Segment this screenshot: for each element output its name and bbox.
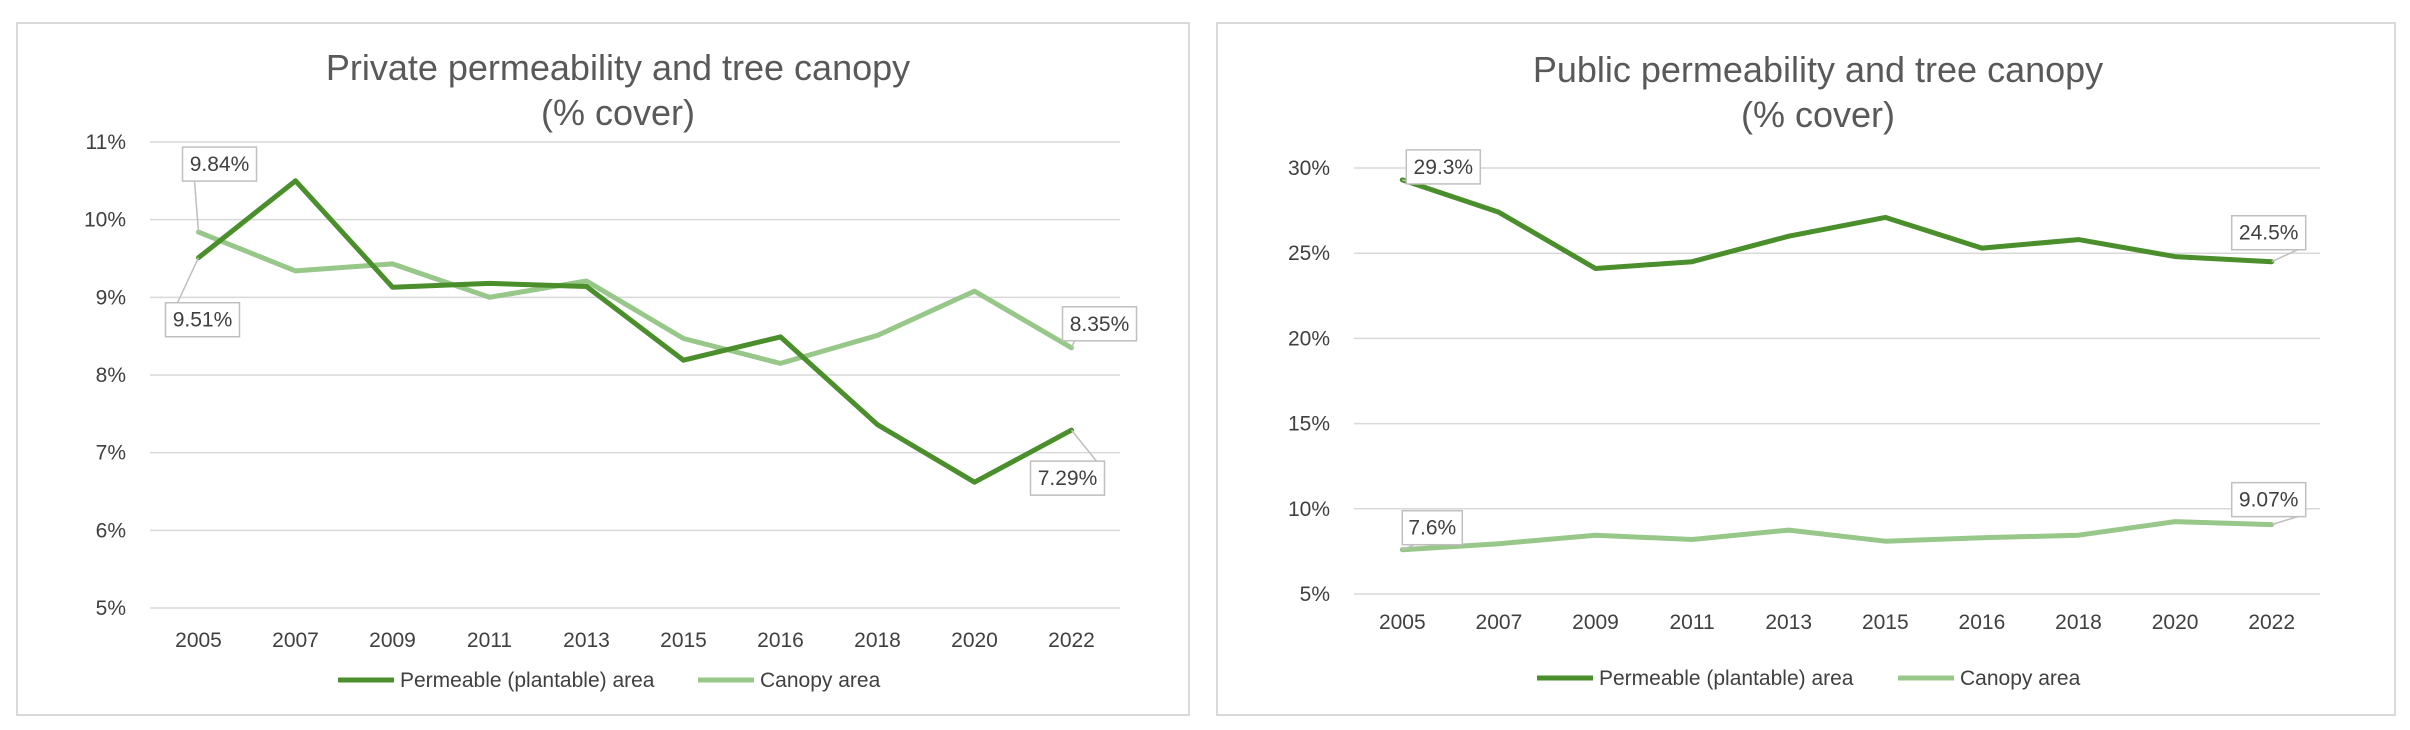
y-tick-label: 5% bbox=[96, 597, 126, 620]
legend-label-permeable: Permeable (plantable) area bbox=[400, 669, 655, 692]
data-label: 9.51% bbox=[173, 309, 233, 332]
x-tick-label: 2020 bbox=[951, 629, 998, 652]
permeable-series-line bbox=[1399, 177, 2275, 271]
y-tick-label: 8% bbox=[96, 364, 126, 387]
y-tick-label: 30% bbox=[1288, 157, 1330, 180]
data-callout: 29.3% bbox=[1402, 149, 1482, 185]
callout-leader bbox=[1070, 429, 1098, 462]
x-tick-label: 2005 bbox=[1379, 611, 1426, 634]
canopy-series-line bbox=[196, 229, 1074, 366]
chart-title: Private permeability and tree canopy bbox=[326, 47, 910, 88]
data-label: 9.84% bbox=[190, 153, 250, 176]
data-label: 8.35% bbox=[1070, 313, 1130, 336]
data-callout: 24.5% bbox=[2230, 214, 2307, 263]
data-callout: 9.51% bbox=[164, 257, 241, 338]
callout-box bbox=[164, 301, 241, 338]
x-tick-label: 2015 bbox=[660, 629, 707, 652]
x-tick-label: 2009 bbox=[1572, 611, 1619, 634]
data-label: 7.29% bbox=[1038, 467, 1098, 490]
chart-subtitle: (% cover) bbox=[1741, 94, 1895, 135]
y-tick-label: 11% bbox=[86, 131, 126, 154]
x-tick-label: 2016 bbox=[1959, 611, 2006, 634]
y-tick-label: 10% bbox=[1288, 498, 1330, 521]
y-tick-label: 20% bbox=[1288, 327, 1330, 350]
callout-box bbox=[181, 146, 258, 182]
x-tick-label: 2013 bbox=[1765, 611, 1812, 634]
canopy-series-line bbox=[1399, 519, 2275, 553]
callout-box bbox=[2230, 481, 2307, 518]
y-tick-label: 10% bbox=[84, 209, 126, 232]
data-callout: 7.29% bbox=[1029, 429, 1106, 496]
callout-box bbox=[2230, 214, 2307, 251]
y-tick-label: 6% bbox=[96, 519, 126, 542]
callout-box bbox=[1029, 460, 1106, 496]
data-label: 24.5% bbox=[2239, 222, 2299, 245]
legend-label-canopy: Canopy area bbox=[760, 669, 881, 692]
x-tick-label: 2013 bbox=[563, 629, 610, 652]
x-tick-label: 2005 bbox=[175, 629, 222, 652]
chart-subtitle: (% cover) bbox=[541, 92, 695, 133]
x-tick-label: 2015 bbox=[1862, 611, 1909, 634]
private-chart-panel: Private permeability and tree canopy (% c… bbox=[16, 22, 1190, 716]
legend-label-canopy: Canopy area bbox=[1960, 667, 2081, 690]
y-tick-label: 25% bbox=[1288, 242, 1330, 265]
callout-box bbox=[1405, 149, 1482, 185]
y-tick-label: 15% bbox=[1288, 413, 1330, 436]
data-callout: 8.35% bbox=[1061, 306, 1138, 349]
x-tick-label: 2007 bbox=[272, 629, 319, 652]
x-tick-label: 2020 bbox=[2152, 611, 2199, 634]
x-tick-label: 2011 bbox=[1670, 611, 1715, 634]
callout-leader bbox=[2271, 515, 2298, 526]
x-tick-label: 2018 bbox=[854, 629, 901, 652]
public-chart-panel: Public permeability and tree canopy (% co… bbox=[1216, 22, 2396, 716]
callout-leader bbox=[193, 181, 200, 233]
chart-title: Public permeability and tree canopy bbox=[1533, 49, 2103, 90]
x-tick-label: 2011 bbox=[467, 629, 512, 652]
callout-leader bbox=[2271, 249, 2299, 263]
data-label: 7.6% bbox=[1408, 517, 1456, 540]
data-callout: 7.6% bbox=[1401, 509, 1464, 551]
callout-box bbox=[1061, 306, 1138, 342]
callout-leader bbox=[1070, 340, 1076, 349]
x-tick-label: 2022 bbox=[2248, 611, 2295, 634]
x-tick-label: 2016 bbox=[757, 629, 804, 652]
callout-leader bbox=[176, 257, 200, 304]
x-tick-label: 2009 bbox=[369, 629, 416, 652]
x-tick-label: 2022 bbox=[1048, 629, 1095, 652]
x-tick-label: 2007 bbox=[1476, 611, 1523, 634]
y-tick-label: 9% bbox=[96, 286, 126, 309]
data-label: 29.3% bbox=[1414, 156, 1474, 179]
data-label: 9.07% bbox=[2239, 489, 2299, 512]
y-tick-label: 7% bbox=[96, 442, 126, 465]
permeable-series-line bbox=[196, 178, 1074, 485]
y-tick-label: 5% bbox=[1300, 583, 1330, 606]
data-callout: 9.84% bbox=[181, 146, 258, 233]
x-tick-label: 2018 bbox=[2055, 611, 2102, 634]
callout-box bbox=[1401, 509, 1464, 546]
legend-label-permeable: Permeable (plantable) area bbox=[1599, 667, 1854, 690]
data-callout: 9.07% bbox=[2230, 481, 2307, 526]
private-permeability-chart: Private permeability and tree canopy(% c… bbox=[84, 47, 1138, 692]
public-permeability-chart: Public permeability and tree canopy(% co… bbox=[1288, 49, 2320, 690]
callout-leader bbox=[1402, 544, 1415, 551]
